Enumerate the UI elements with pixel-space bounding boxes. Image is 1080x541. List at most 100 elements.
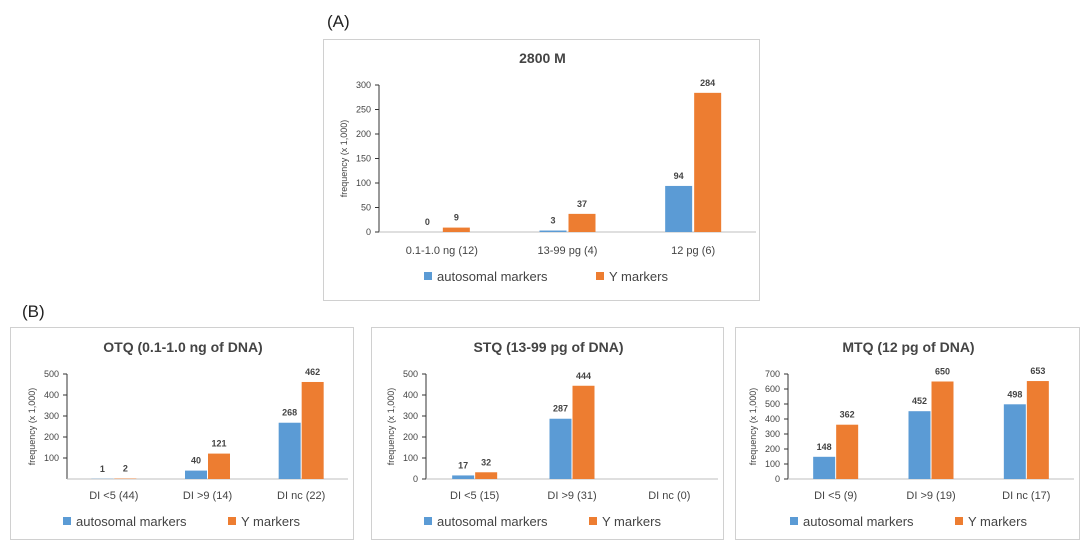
y-axis-label: frequency (x 1,000) (339, 120, 349, 198)
legend-swatch (424, 517, 432, 525)
data-label: 3 (550, 216, 555, 226)
legend-label: Y markers (609, 269, 668, 284)
bar (932, 382, 954, 480)
y-tick-label: 300 (765, 429, 780, 439)
legend-label: autosomal markers (437, 269, 548, 284)
legend-swatch (955, 517, 963, 525)
category-label: 13-99 pg (4) (538, 245, 598, 257)
bar (443, 228, 470, 232)
y-tick-label: 200 (44, 432, 59, 442)
bar (1004, 404, 1026, 479)
data-label: 498 (1007, 389, 1022, 399)
category-label: DI nc (0) (648, 490, 690, 502)
data-label: 268 (282, 408, 297, 418)
bar (665, 186, 692, 232)
category-label: DI <5 (9) (814, 490, 857, 502)
chart-title: MTQ (12 pg of DNA) (842, 339, 974, 355)
legend-label: Y markers (241, 514, 300, 529)
data-label: 287 (553, 404, 568, 414)
y-tick-label: 400 (403, 390, 418, 400)
data-label: 650 (935, 367, 950, 377)
bar (836, 425, 858, 479)
y-tick-label: 0 (775, 474, 780, 484)
data-label: 9 (454, 213, 459, 223)
category-label: DI nc (22) (277, 490, 325, 502)
category-label: DI nc (17) (1002, 490, 1050, 502)
data-label: 37 (577, 199, 587, 209)
y-tick-label: 250 (356, 105, 371, 115)
data-label: 0 (425, 217, 430, 227)
y-tick-label: 400 (44, 390, 59, 400)
bar (550, 419, 572, 479)
y-tick-label: 100 (356, 178, 371, 188)
chart-b3: MTQ (12 pg of DNA) 0 100 200 300 400 500 600 700… (735, 327, 1080, 540)
category-label: DI <5 (15) (450, 490, 499, 502)
panel-label-a: (A) (327, 12, 350, 32)
y-tick-label: 400 (765, 414, 780, 424)
y-tick-label: 200 (403, 432, 418, 442)
chart-title: STQ (13-99 pg of DNA) (473, 339, 623, 355)
legend-label: autosomal markers (803, 514, 914, 529)
bar (452, 475, 474, 479)
y-tick-label: 600 (765, 384, 780, 394)
y-axis-label: frequency (x 1,000) (386, 388, 396, 466)
chart-b2-svg: STQ (13-99 pg of DNA)0100200300400500fre… (372, 328, 725, 541)
data-label: 121 (211, 439, 226, 449)
bar (208, 454, 230, 479)
legend-swatch (424, 272, 432, 280)
y-tick-label: 100 (765, 459, 780, 469)
y-tick-label: 100 (44, 453, 59, 463)
data-label: 452 (912, 396, 927, 406)
chart-title: OTQ (0.1-1.0 ng of DNA) (103, 339, 262, 355)
legend-swatch (589, 517, 597, 525)
data-label: 32 (481, 457, 491, 467)
category-label: DI >9 (31) (547, 490, 596, 502)
bar (569, 214, 596, 232)
y-tick-label: 300 (356, 80, 371, 90)
category-label: 12 pg (6) (671, 245, 715, 257)
data-label: 362 (840, 410, 855, 420)
chart-title: 2800 M (519, 50, 566, 66)
y-tick-label: 500 (765, 399, 780, 409)
y-axis-label: frequency (x 1,000) (748, 388, 758, 466)
legend-swatch (63, 517, 71, 525)
data-label: 444 (576, 371, 591, 381)
legend-swatch (790, 517, 798, 525)
data-label: 1 (100, 464, 105, 474)
category-label: 0.1-1.0 ng (12) (406, 245, 478, 257)
legend-label: Y markers (968, 514, 1027, 529)
legend-label: Y markers (602, 514, 661, 529)
y-tick-label: 0 (366, 227, 371, 237)
y-tick-label: 500 (403, 369, 418, 379)
y-tick-label: 200 (356, 129, 371, 139)
y-tick-label: 200 (765, 444, 780, 454)
bar (540, 231, 567, 232)
data-label: 462 (305, 367, 320, 377)
chart-b1-svg: OTQ (0.1-1.0 ng of DNA)100200300400500fr… (11, 328, 355, 541)
bar (909, 411, 931, 479)
y-tick-label: 0 (413, 474, 418, 484)
bar (813, 457, 835, 479)
y-tick-label: 300 (403, 411, 418, 421)
y-tick-label: 300 (44, 411, 59, 421)
data-label: 40 (191, 456, 201, 466)
legend-swatch (596, 272, 604, 280)
legend-swatch (228, 517, 236, 525)
category-label: DI >9 (14) (183, 490, 232, 502)
data-label: 653 (1030, 366, 1045, 376)
data-label: 17 (458, 460, 468, 470)
legend-label: autosomal markers (76, 514, 187, 529)
bar (279, 423, 301, 479)
data-label: 148 (817, 442, 832, 452)
y-axis-label: frequency (x 1,000) (27, 388, 37, 466)
category-label: DI >9 (19) (906, 490, 955, 502)
data-label: 2 (123, 464, 128, 474)
bar (694, 93, 721, 232)
y-tick-label: 700 (765, 369, 780, 379)
bar (1027, 381, 1049, 479)
legend-label: autosomal markers (437, 514, 548, 529)
